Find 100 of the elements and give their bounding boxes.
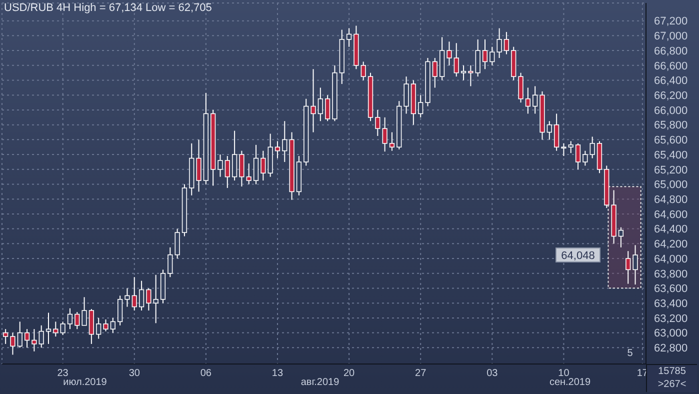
- candlestick: [318, 87, 323, 122]
- y-tick-label: 63,400: [654, 298, 688, 310]
- candlestick: [253, 144, 259, 185]
- y-tick-label: 65,200: [654, 164, 688, 176]
- y-tick-label: 66,200: [654, 90, 688, 102]
- text: авг.2019: [300, 377, 340, 388]
- x-tick-label: 03: [486, 368, 498, 380]
- candlestick: [360, 61, 366, 81]
- candlestick: [418, 94, 424, 118]
- y-tick-label: 66,000: [654, 104, 688, 117]
- candlestick: [310, 68, 316, 133]
- candlestick: [67, 308, 73, 330]
- candlestick: [196, 139, 202, 192]
- candlestick: [404, 76, 409, 114]
- y-tick-label: 67,000: [654, 30, 688, 43]
- annotation: 5: [627, 348, 633, 359]
- candlestick: [274, 140, 280, 159]
- candlestick: [460, 64, 466, 81]
- candlestick: [168, 246, 173, 278]
- candlestick: [389, 132, 395, 152]
- y-tick-label: 64,000: [654, 253, 688, 266]
- y-tick-label: 66,800: [654, 45, 688, 58]
- candlestick: [232, 130, 238, 182]
- x-tick-label: 06: [200, 368, 212, 380]
- text: 15785: [658, 366, 686, 377]
- y-tick-label: 62,800: [654, 342, 688, 355]
- candlestick: [124, 288, 130, 308]
- candlestick: [432, 57, 438, 88]
- candlestick: [88, 308, 94, 344]
- candlestick: [504, 31, 510, 55]
- y-tick-label: 65,600: [654, 134, 688, 147]
- text: >267<: [658, 379, 686, 390]
- candlestick: [96, 317, 102, 340]
- candlestick: [582, 150, 588, 166]
- candlestick: [110, 317, 116, 334]
- candlestick: [38, 324, 44, 348]
- candlestick: [382, 116, 388, 152]
- y-tick-label: 65,400: [654, 149, 688, 162]
- candlestick: [17, 321, 22, 348]
- candlestick: [346, 28, 352, 48]
- y-tick-label: 63,800: [654, 268, 688, 280]
- candlestick: [74, 312, 80, 330]
- candlestick: [246, 162, 252, 185]
- candlestick: [575, 142, 581, 170]
- y-tick-label: 66,400: [654, 75, 688, 88]
- candlestick: [118, 295, 123, 326]
- annotation: 64,048: [561, 250, 595, 262]
- candlestick: [146, 288, 152, 312]
- candlestick: [174, 228, 180, 260]
- candlestick: [561, 142, 566, 157]
- candlestick: [218, 154, 223, 178]
- candlestick: [32, 328, 37, 352]
- y-tick-label: 67,200: [654, 16, 688, 28]
- y-tick-label: 65,000: [654, 179, 688, 192]
- y-tick-label: 64,200: [654, 238, 688, 251]
- candlestick: [454, 42, 459, 78]
- candlestick: [260, 150, 266, 182]
- candlestick: [490, 46, 495, 66]
- candlestick: [239, 150, 244, 187]
- candlestick: [554, 113, 560, 152]
- x-tick-label: 23: [57, 368, 69, 380]
- y-tick-label: 63,000: [654, 328, 688, 340]
- candlestick: [10, 332, 16, 356]
- candlestick: [446, 41, 452, 66]
- y-tick-label: 64,800: [654, 194, 688, 206]
- candlestick: [482, 38, 488, 70]
- candlestick: [568, 140, 574, 154]
- y-tick-label: 65,800: [654, 120, 688, 132]
- candlestick: [518, 72, 524, 104]
- y-tick-label: 66,600: [654, 60, 688, 72]
- candlestick: [468, 64, 474, 87]
- candlestick: [632, 244, 638, 286]
- chart-title: USD/RUB 4H High = 67,134 Low = 62,705: [4, 2, 212, 14]
- x-tick-label: 13: [272, 368, 284, 380]
- candlestick: [325, 94, 330, 122]
- y-tick-label: 63,200: [654, 312, 688, 325]
- text: сен.2019: [549, 377, 591, 388]
- candlestick: [224, 156, 230, 188]
- y-tick-label: 64,400: [654, 224, 688, 236]
- candlestick: [618, 226, 624, 248]
- candlestick: [3, 328, 8, 344]
- y-tick-label: 64,600: [654, 208, 688, 221]
- candlestick: [282, 120, 288, 162]
- candlestick: [24, 328, 30, 348]
- candlestick: [475, 38, 480, 78]
- x-tick-label: 10: [558, 368, 570, 380]
- x-tick-label: 30: [128, 368, 140, 380]
- candlestick: [590, 136, 595, 159]
- candlestick: [82, 296, 87, 326]
- candlestick: [375, 109, 380, 136]
- candlestick: [132, 276, 137, 312]
- candlestick: [532, 86, 538, 114]
- x-tick-label: 20: [343, 368, 356, 380]
- x-tick-label: 27: [415, 368, 427, 380]
- candlestick: [60, 321, 66, 336]
- candlestick: [525, 87, 530, 114]
- candlestick: [153, 274, 158, 324]
- candlestick: [546, 120, 552, 140]
- candlestick: [626, 250, 631, 284]
- candlestick: [496, 28, 502, 58]
